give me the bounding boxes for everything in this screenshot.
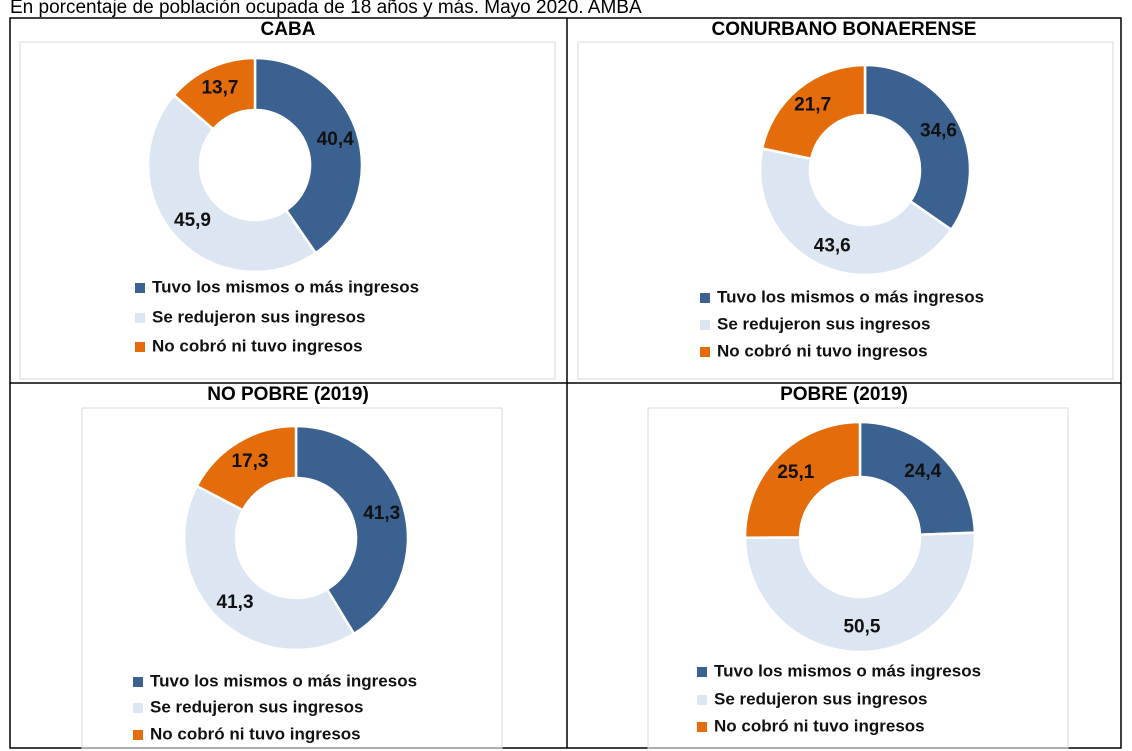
donut-slice <box>253 56 364 255</box>
legend-swatch <box>697 722 707 732</box>
legend-swatch <box>133 730 143 740</box>
data-label: 21,7 <box>794 95 831 116</box>
header-text: En porcentaje de población ocupada de 18… <box>10 0 642 18</box>
data-label: 34,6 <box>920 120 957 141</box>
chart-frames <box>19 41 1114 749</box>
legend-label: Se redujeron sus ingresos <box>152 307 366 326</box>
donut-slice <box>758 147 954 277</box>
legend-label: Tuvo los mismos o más ingresos <box>150 671 417 690</box>
legend-label: Tuvo los mismos o más ingresos <box>152 277 419 296</box>
donut-slice <box>172 56 257 131</box>
legend-label: Tuvo los mismos o más ingresos <box>714 661 981 680</box>
legend-swatch <box>700 293 710 303</box>
data-label: 41,3 <box>217 592 254 613</box>
legend-label: Se redujeron sus ingresos <box>714 689 928 708</box>
donut-slice <box>146 93 318 274</box>
data-label: 13,7 <box>201 78 238 99</box>
donut-slice <box>195 424 298 512</box>
donut-slice <box>182 484 356 652</box>
legend-label: No cobró ni tuvo ingresos <box>714 716 925 735</box>
legend-label: No cobró ni tuvo ingresos <box>717 341 928 360</box>
donut-slice <box>294 424 410 636</box>
donut-slice <box>858 420 977 537</box>
donut-slice <box>863 63 972 232</box>
data-label: 43,6 <box>814 235 851 256</box>
data-label: 50,5 <box>843 616 880 637</box>
legend-swatch <box>133 703 143 713</box>
legend-label: No cobró ni tuvo ingresos <box>152 336 363 355</box>
legend-label: Tuvo los mismos o más ingresos <box>717 287 984 306</box>
donut-slice <box>743 531 977 654</box>
chart-title: CONURBANO BONAERENSE <box>712 19 977 40</box>
chart-title: CABA <box>261 19 316 40</box>
legend-swatch <box>697 695 707 705</box>
data-label: 40,4 <box>317 129 354 150</box>
legend-swatch <box>135 342 145 352</box>
data-label: 24,4 <box>904 461 941 482</box>
legend-label: Se redujeron sus ingresos <box>150 697 364 716</box>
data-label: 45,9 <box>174 210 211 231</box>
table-grid <box>9 17 1122 749</box>
data-label: 41,3 <box>363 503 400 524</box>
legend-swatch <box>133 677 143 687</box>
legend-label: Se redujeron sus ingresos <box>717 314 931 333</box>
chart-title: POBRE (2019) <box>780 384 908 405</box>
donut-slice <box>743 420 862 539</box>
legend-label: No cobró ni tuvo ingresos <box>150 724 361 743</box>
legend-swatch <box>135 283 145 293</box>
legend-swatch <box>697 667 707 677</box>
legend-swatch <box>135 313 145 323</box>
legend-swatch <box>700 347 710 357</box>
data-label: 25,1 <box>777 462 814 483</box>
legend-swatch <box>700 320 710 330</box>
chart-title: NO POBRE (2019) <box>207 384 369 405</box>
donut-slice <box>760 63 867 161</box>
data-label: 17,3 <box>231 451 268 472</box>
